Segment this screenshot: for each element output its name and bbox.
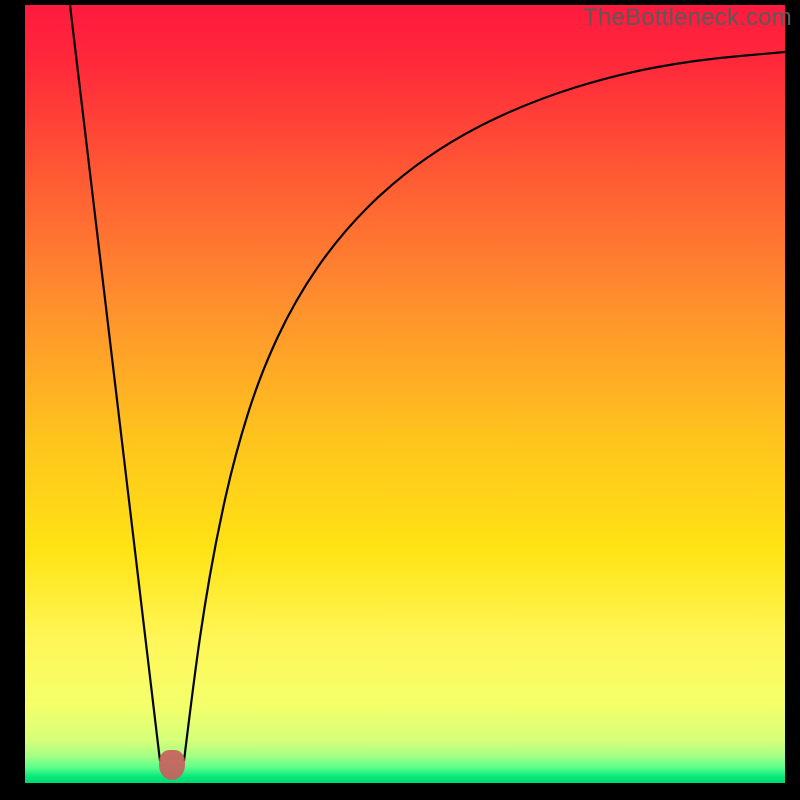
plot-area bbox=[25, 5, 785, 783]
optimum-marker bbox=[159, 750, 185, 780]
chart-container: TheBottleneck.com bbox=[0, 0, 800, 800]
curve-layer bbox=[25, 5, 785, 783]
left-curve bbox=[70, 5, 160, 761]
right-curve bbox=[184, 52, 785, 761]
watermark-text: TheBottleneck.com bbox=[583, 4, 792, 32]
